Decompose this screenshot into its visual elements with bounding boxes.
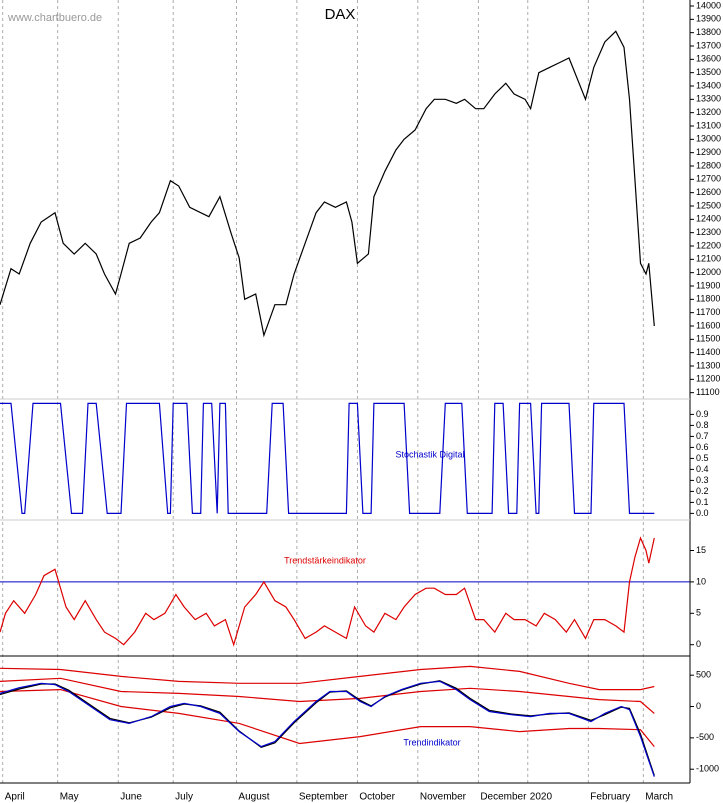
y-tick-label: 11900 (696, 280, 720, 290)
y-tick-label: -1000 (696, 764, 719, 774)
y-tick-label: 5 (696, 608, 701, 618)
series-line (0, 536, 655, 647)
y-tick-label: 0.3 (696, 475, 709, 485)
x-tick-label: December (480, 792, 527, 803)
y-tick-label: 13200 (696, 107, 721, 117)
panel-title: Trendstärkeindikator (284, 555, 366, 565)
y-tick-label: 500 (696, 670, 711, 680)
y-tick-label: 11100 (696, 387, 720, 397)
series-line (0, 665, 655, 691)
y-tick-label: 13500 (696, 67, 721, 77)
y-tick-label: 11600 (696, 320, 720, 330)
y-tick-label: 13600 (696, 54, 721, 64)
y-tick-label: 12800 (696, 160, 721, 170)
y-tick-label: 12200 (696, 240, 721, 250)
y-tick-label: 0.5 (696, 453, 709, 463)
y-tick-label: 13300 (696, 94, 721, 104)
y-tick-label: 12700 (696, 174, 721, 184)
series-line (0, 402, 655, 514)
y-tick-label: 0.2 (696, 486, 709, 496)
y-tick-label: 12300 (696, 227, 721, 237)
y-tick-label: 13100 (696, 120, 721, 130)
y-tick-label: 13900 (696, 14, 721, 24)
y-tick-label: 0.7 (696, 431, 709, 441)
y-tick-label: -500 (696, 732, 714, 742)
y-tick-label: 11800 (696, 294, 720, 304)
y-tick-label: 11400 (696, 347, 720, 357)
panel-title: DAX (325, 6, 356, 23)
x-tick-label: 2020 (530, 792, 553, 803)
y-tick-label: 0 (696, 701, 701, 711)
y-tick-label: 15 (696, 545, 706, 555)
x-tick-label: October (359, 792, 395, 803)
x-tick-label: May (60, 792, 79, 803)
y-tick-label: 0.0 (696, 508, 709, 518)
y-tick-label: 11700 (696, 307, 720, 317)
x-tick-label: April (5, 792, 25, 803)
series-line (0, 30, 655, 338)
y-tick-label: 0.8 (696, 420, 709, 430)
series-line (0, 688, 655, 747)
x-tick-label: February (590, 792, 630, 803)
x-tick-label: September (299, 792, 349, 803)
y-tick-label: 12600 (696, 187, 721, 197)
y-tick-label: 12100 (696, 254, 721, 264)
x-tick-label: August (238, 792, 269, 803)
y-tick-label: 0.4 (696, 464, 709, 474)
y-tick-label: 0.9 (696, 409, 709, 419)
plot-layer (0, 30, 690, 777)
panel-title: Stochastik Digital (395, 449, 464, 459)
x-tick-label: June (120, 792, 142, 803)
series-line (0, 680, 655, 777)
y-tick-label: 12400 (696, 214, 721, 224)
y-tick-label: 11200 (696, 374, 720, 384)
panel-title: Trendindikator (403, 737, 460, 747)
y-tick-label: 0 (696, 639, 701, 649)
watermark: www.chartbuero.de (7, 12, 102, 24)
y-tick-label: 12900 (696, 147, 721, 157)
y-tick-label: 13400 (696, 80, 721, 90)
x-tick-label: November (420, 792, 467, 803)
y-tick-label: 10 (696, 576, 706, 586)
y-tick-label: 14000 (696, 0, 721, 10)
x-tick-label: July (175, 792, 193, 803)
y-tick-label: 13800 (696, 27, 721, 37)
y-tick-label: 11500 (696, 334, 720, 344)
y-tick-label: 13700 (696, 40, 721, 50)
y-tick-label: 0.1 (696, 497, 709, 507)
y-tick-label: 0.6 (696, 442, 709, 452)
y-tick-label: 13000 (696, 134, 721, 144)
y-tick-label: 12500 (696, 200, 721, 210)
y-tick-label: 12000 (696, 267, 721, 277)
y-tick-label: 11300 (696, 360, 720, 370)
x-tick-label: March (645, 792, 673, 803)
grid-layer (2, 0, 644, 783)
